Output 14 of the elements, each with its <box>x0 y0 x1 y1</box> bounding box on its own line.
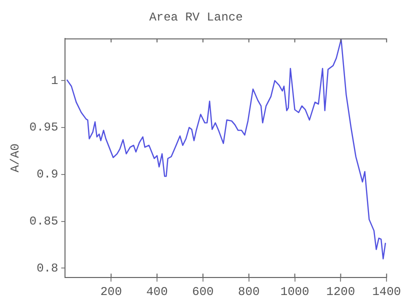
x-tick-label: 200 <box>100 284 122 299</box>
x-tick-label: 1200 <box>326 284 356 299</box>
y-axis-title: A/A0 <box>8 144 22 172</box>
x-tick-label: 400 <box>146 284 168 299</box>
y-tick-label: 0.9 <box>36 168 58 182</box>
chart-title: Area RV Lance <box>149 10 243 24</box>
y-tick-label: 0.8 <box>36 261 58 276</box>
y-tick-label: 1 <box>51 74 58 88</box>
y-tick-label: 0.95 <box>29 120 58 135</box>
y-tick-label: 0.85 <box>29 214 58 228</box>
x-tick-label: 800 <box>238 284 260 299</box>
x-tick-label: 600 <box>192 284 214 299</box>
x-tick-label: 1000 <box>280 284 310 299</box>
x-tick-label: 1400 <box>372 284 402 299</box>
